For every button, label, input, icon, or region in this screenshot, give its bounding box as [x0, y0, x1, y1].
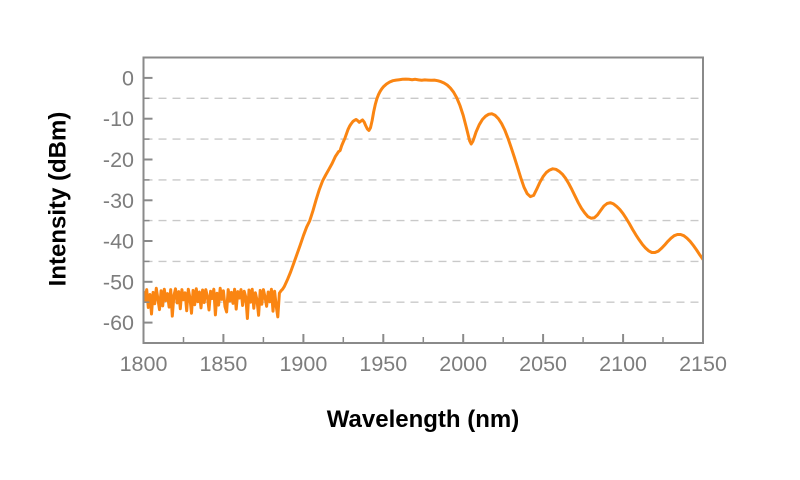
x-tick-label-1800: 1800	[120, 352, 168, 376]
y-tick-label--50: -50	[103, 270, 134, 294]
y-axis-title: Intensity (dBm)	[44, 112, 71, 287]
y-tick-label-0: 0	[122, 66, 134, 90]
gridlines	[144, 97, 703, 303]
x-tick-label-1900: 1900	[279, 352, 327, 376]
x-tick-label-2000: 2000	[439, 352, 487, 376]
x-axis-tick-labels: 1800 1850 1900 1950 2000 2050 2100 2150	[120, 352, 727, 376]
x-tick-label-1850: 1850	[199, 352, 247, 376]
x-tick-label-2150: 2150	[679, 352, 727, 376]
x-tick-label-1950: 1950	[359, 352, 407, 376]
y-axis-tick-labels: 0 -10 -20 -30 -40 -50 -60	[103, 66, 134, 335]
x-axis-ticks	[142, 334, 704, 343]
y-tick-label--20: -20	[103, 148, 134, 172]
y-tick-label--30: -30	[103, 189, 134, 213]
y-tick-label--60: -60	[103, 311, 134, 335]
y-tick-label--40: -40	[103, 230, 134, 254]
x-tick-label-2050: 2050	[519, 352, 567, 376]
x-axis-title: Wavelength (nm)	[327, 406, 519, 433]
y-tick-label--10: -10	[103, 107, 134, 131]
x-tick-label-2100: 2100	[599, 352, 647, 376]
plot-frame	[142, 56, 704, 344]
y-axis-ticks	[144, 76, 153, 324]
spectrum-curve	[143, 77, 703, 320]
